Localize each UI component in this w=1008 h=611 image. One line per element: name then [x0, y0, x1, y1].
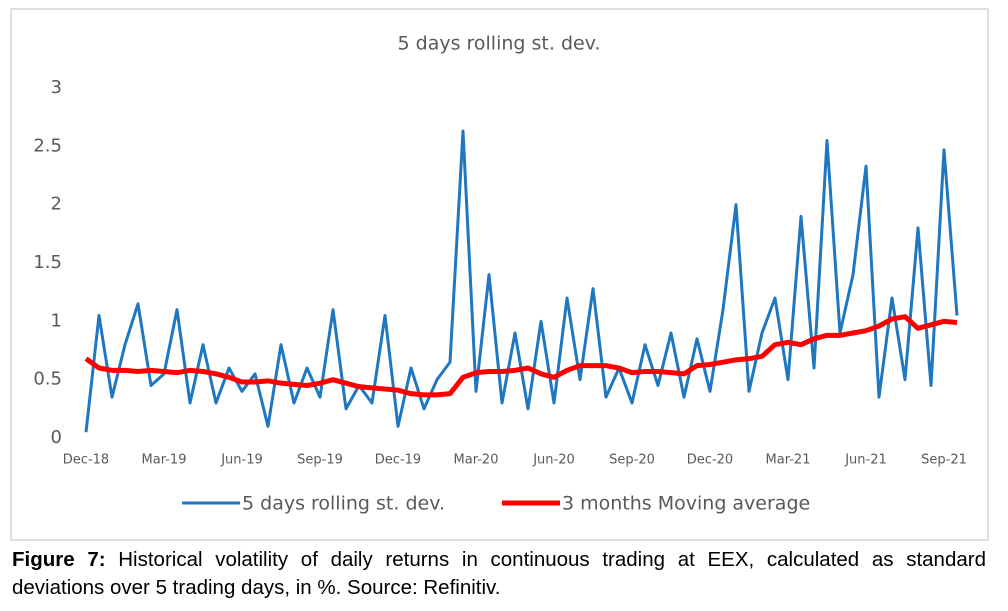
x-tick-label: Sep-19	[297, 453, 343, 468]
legend-label: 3 months Moving average	[562, 493, 810, 515]
x-tick-label: Sep-20	[609, 453, 655, 468]
chart-border	[10, 8, 989, 541]
x-tick-label: Jun-21	[844, 453, 887, 468]
x-tick-label: Sep-21	[921, 453, 967, 468]
caption-label: Figure 7:	[12, 548, 106, 571]
caption-text: Historical volatility of daily returns i…	[12, 548, 986, 599]
x-tick-label: Mar-20	[454, 453, 499, 468]
y-tick-label: 3	[51, 77, 62, 98]
y-tick-label: 0	[51, 427, 62, 448]
y-tick-label: 2	[51, 194, 62, 215]
y-tick-label: 0.5	[33, 369, 62, 390]
x-tick-label: Mar-21	[766, 453, 811, 468]
chart: 5 days rolling st. dev. 0 0.5 1 1.5 2 2.5 3 Dec…	[10, 8, 989, 541]
x-tick-label: Jun-20	[532, 453, 575, 468]
chart-title: 5 days rolling st. dev.	[398, 33, 601, 55]
y-tick-label: 1	[51, 310, 62, 331]
series-line	[84, 314, 958, 398]
x-tick-label: Dec-18	[63, 453, 109, 468]
x-tick-label: Dec-19	[375, 453, 421, 468]
x-tick-label: Dec-20	[687, 453, 733, 468]
x-tick-label: Mar-19	[142, 453, 187, 468]
y-tick-label: 1.5	[33, 252, 62, 273]
legend-label: 5 days rolling st. dev.	[242, 493, 445, 515]
y-tick-label: 2.5	[33, 135, 62, 156]
x-tick-label: Jun-19	[220, 453, 263, 468]
caption: Figure 7: Historical volatility of daily…	[12, 546, 986, 602]
